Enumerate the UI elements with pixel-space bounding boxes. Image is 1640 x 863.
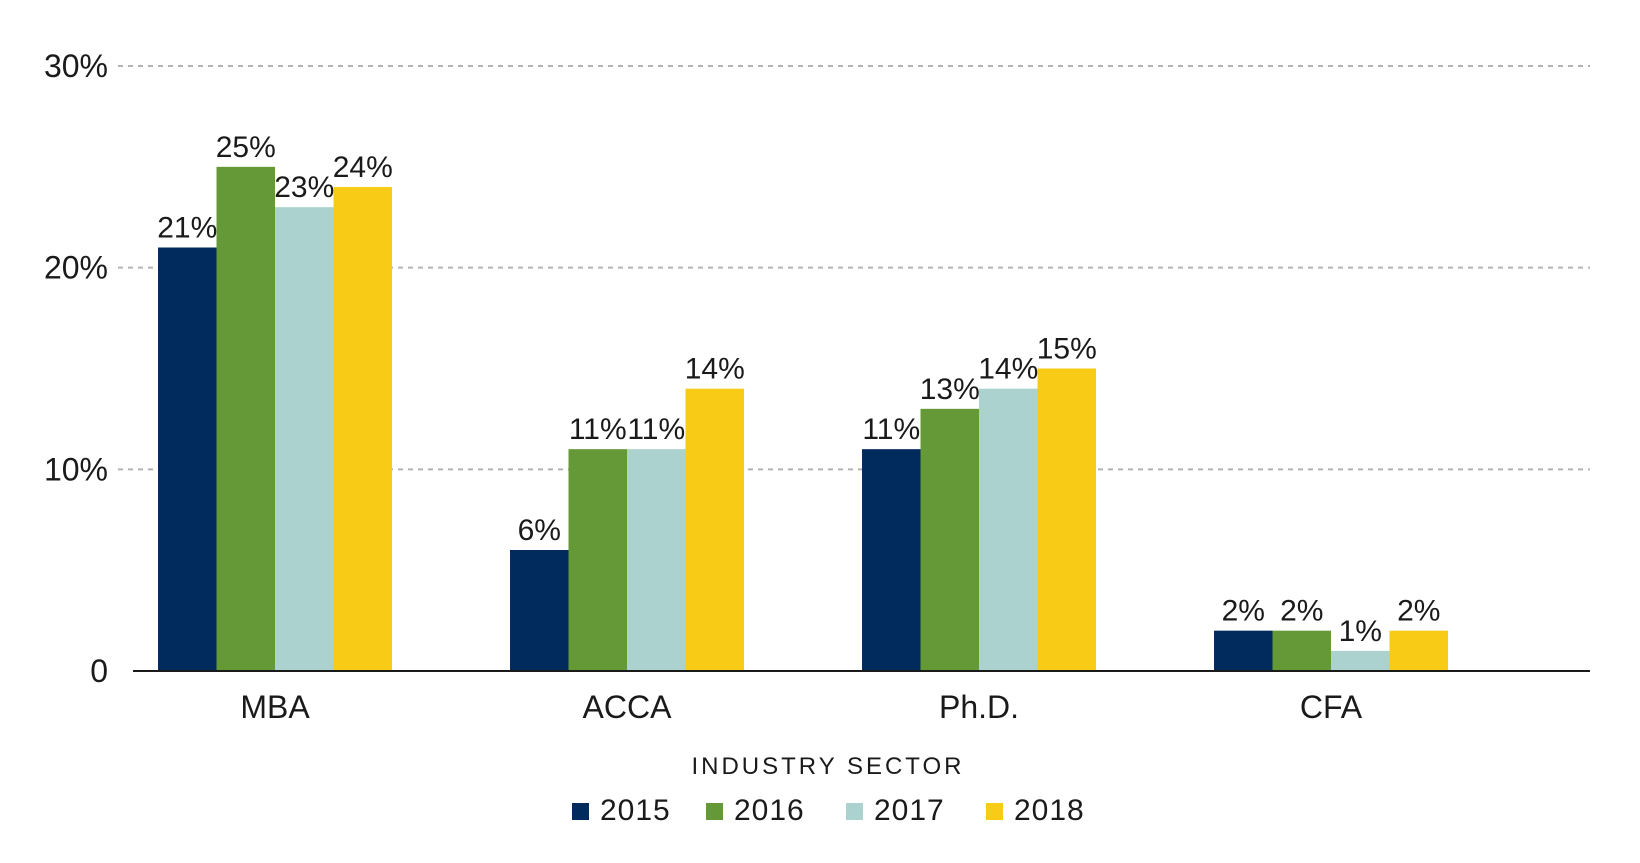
data-label: 14% — [685, 353, 745, 386]
legend-swatch-2016 — [706, 803, 723, 820]
bar-cfa-2015 — [1214, 630, 1273, 671]
y-tick-label: 10% — [44, 451, 108, 487]
legend: 2015 2016 2017 2018 — [572, 794, 1085, 827]
bar-cfa-2017 — [1331, 650, 1390, 671]
bar-cfa-2018 — [1389, 630, 1448, 671]
bar-phd-2018 — [1037, 368, 1096, 671]
data-label: 21% — [157, 212, 217, 245]
data-label: 15% — [1037, 333, 1097, 366]
x-axis-ticks: MBA ACCA Ph.D. CFA — [240, 689, 1362, 725]
data-label: 24% — [333, 151, 393, 184]
bar-acca-2017 — [627, 449, 686, 671]
x-tick-label: CFA — [1300, 689, 1363, 725]
legend-swatch-2015 — [572, 803, 589, 820]
bar-phd-2015 — [862, 449, 921, 671]
y-tick-label: 0 — [90, 653, 108, 689]
legend-label-2015: 2015 — [600, 794, 671, 827]
bar-acca-2015 — [510, 550, 569, 671]
bar-mba-2018 — [333, 187, 392, 671]
legend-label-2016: 2016 — [734, 794, 805, 827]
bar-mba-2015 — [158, 247, 217, 671]
legend-swatch-2017 — [846, 803, 863, 820]
x-tick-label: MBA — [240, 689, 310, 725]
bar-phd-2016 — [920, 408, 979, 671]
x-axis-label: INDUSTRY SECTOR — [691, 753, 964, 780]
data-label: 11% — [569, 413, 627, 446]
bar-acca-2018 — [685, 388, 744, 671]
x-tick-label: ACCA — [583, 689, 673, 725]
y-axis-ticks: 0 10% 20% 30% — [44, 48, 108, 689]
data-label: 11% — [862, 413, 920, 446]
y-tick-label: 30% — [44, 48, 108, 84]
bar-mba-2016 — [216, 166, 275, 672]
data-label: 2% — [1397, 595, 1440, 628]
y-tick-label: 20% — [44, 250, 108, 286]
data-label: 6% — [518, 514, 561, 547]
data-label: 1% — [1339, 615, 1382, 648]
data-label: 2% — [1222, 595, 1265, 628]
bar-cfa-2016 — [1272, 630, 1331, 671]
data-label: 25% — [216, 131, 276, 164]
legend-swatch-2018 — [986, 803, 1003, 820]
bar-acca-2016 — [568, 449, 627, 671]
data-label: 2% — [1280, 595, 1323, 628]
bar-mba-2017 — [275, 207, 334, 671]
bars — [158, 166, 1448, 672]
x-tick-label: Ph.D. — [939, 689, 1019, 725]
data-labels: 21%25%23%24%6%11% 11%14%11%13%14%15%2% 2%1… — [157, 131, 1440, 648]
legend-label-2018: 2018 — [1014, 794, 1085, 827]
data-label: 13% — [920, 373, 980, 406]
data-label: 23% — [274, 171, 334, 204]
data-label: 11% — [627, 413, 685, 446]
legend-label-2017: 2017 — [874, 794, 945, 827]
bar-phd-2017 — [979, 388, 1038, 671]
data-label: 14% — [978, 353, 1038, 386]
